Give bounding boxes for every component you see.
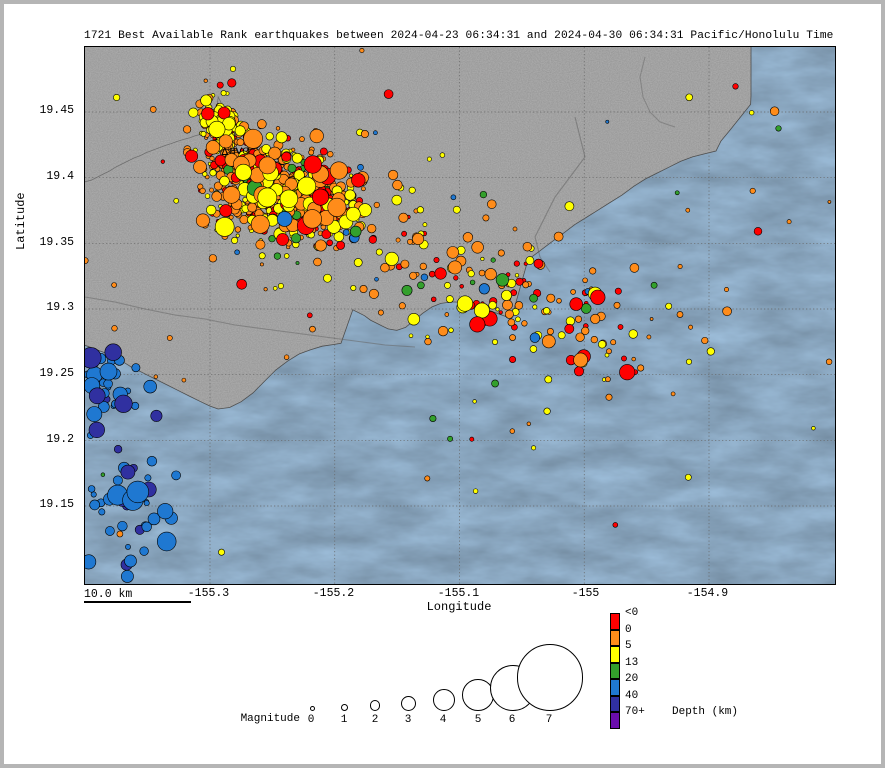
svg-text:HVO: HVO: [229, 146, 250, 157]
